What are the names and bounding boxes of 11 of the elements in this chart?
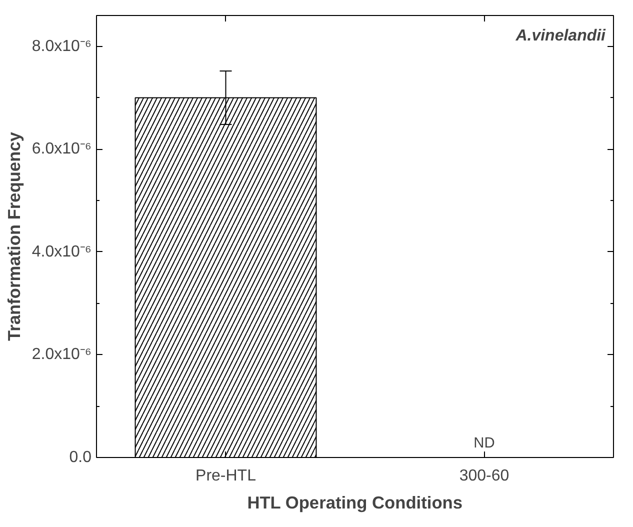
y-tick-label: 6.0x10⁻⁶ bbox=[32, 140, 92, 158]
y-axis-title: Tranformation Frequency bbox=[4, 132, 24, 341]
x-tick-label: 300-60 bbox=[459, 468, 510, 484]
x-tick-label: Pre-HTL bbox=[196, 468, 256, 484]
annotation: A.vinelandii bbox=[514, 28, 606, 44]
y-tick-label: 8.0x10⁻⁶ bbox=[32, 38, 92, 55]
y-tick-label: 2.0x10⁻⁶ bbox=[32, 346, 92, 364]
y-tick-label: 4.0x10⁻⁶ bbox=[32, 243, 92, 260]
x-axis-title: HTL Operating Conditions bbox=[247, 492, 462, 512]
y-tick-label: 0.0 bbox=[69, 449, 92, 466]
annotation: ND bbox=[474, 436, 495, 452]
